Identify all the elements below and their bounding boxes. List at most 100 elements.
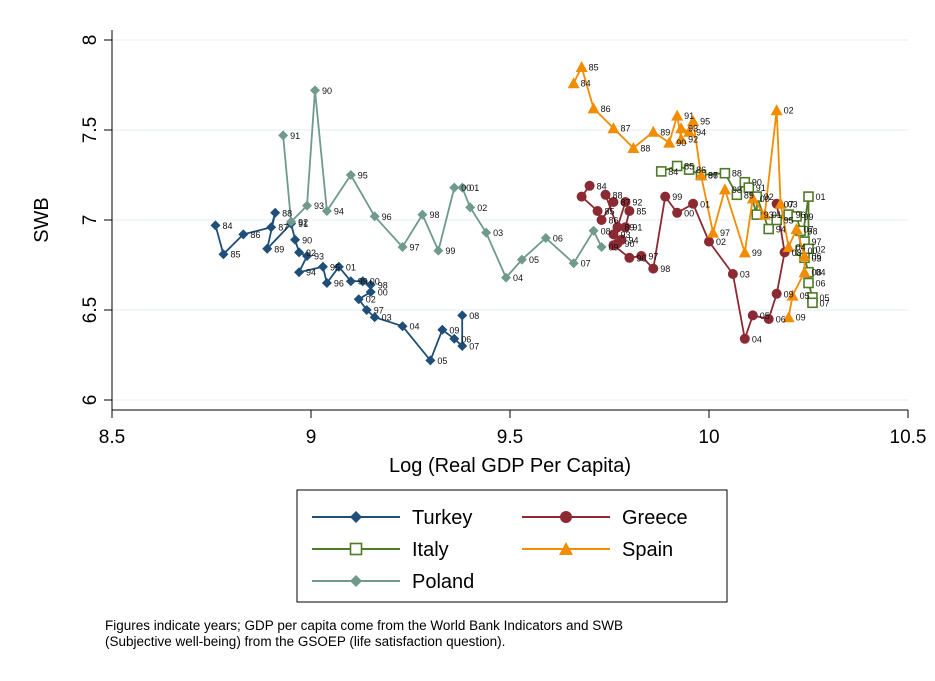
point-label-greece-17: 99	[672, 192, 682, 202]
series-line-greece	[580, 185, 786, 340]
legend-label-turkey: Turkey	[412, 507, 472, 529]
point-label-italy-11: 95	[784, 216, 794, 226]
point-greece-16	[648, 263, 659, 274]
point-label-italy-12: 96	[796, 210, 806, 220]
point-label-turkey-16: 98	[378, 280, 388, 290]
point-label-turkey-1: 85	[230, 250, 240, 260]
point-label-italy-7: 91	[756, 183, 766, 193]
point-spain-10	[683, 125, 696, 137]
point-label-spain-14: 98	[732, 185, 742, 195]
point-poland-7	[397, 242, 408, 252]
series-spain	[567, 61, 811, 323]
point-spain-22	[798, 250, 811, 261]
point-poland-19	[596, 242, 607, 252]
y-tick-label-6.5: 6.5	[80, 297, 101, 323]
point-italy-1	[671, 160, 683, 172]
point-label-spain-13: 97	[720, 228, 730, 238]
point-greece-25	[771, 288, 782, 299]
point-label-turkey-8: 92	[306, 248, 316, 258]
series-layer	[210, 61, 818, 366]
point-poland-10	[449, 182, 460, 193]
point-spain-21	[790, 223, 803, 234]
point-turkey-19	[361, 305, 372, 315]
point-label-greece-16: 98	[660, 264, 670, 274]
point-italy-7	[743, 182, 755, 193]
point-poland-8	[417, 209, 428, 220]
x-axis-title: Log (Real GDP Per Capita)	[389, 455, 631, 477]
point-turkey-1	[218, 249, 229, 260]
point-greece-20	[704, 236, 714, 247]
point-label-turkey-18: 02	[366, 295, 376, 305]
point-label-poland-6: 96	[382, 212, 392, 222]
point-poland-11	[457, 182, 468, 193]
point-spain-2	[587, 102, 600, 114]
point-turkey-26	[457, 310, 468, 321]
point-italy-17	[803, 191, 814, 202]
point-label-italy-10: 94	[776, 225, 786, 235]
point-spain-1	[575, 61, 588, 72]
point-label-greece-9: 91	[632, 223, 642, 233]
point-label-italy-16: 00	[808, 246, 818, 256]
point-turkey-16	[365, 279, 376, 290]
legend-label-greece: Greece	[622, 507, 688, 529]
point-label-greece-19: 01	[700, 199, 710, 209]
y-axis-title: SWB	[31, 197, 53, 243]
point-label-italy-17: 01	[816, 192, 826, 202]
point-label-greece-2: 85	[605, 207, 615, 217]
point-label-italy-20: 04	[816, 268, 826, 278]
point-turkey-7	[290, 234, 301, 245]
point-poland-12	[465, 202, 476, 213]
point-label-turkey-13: 01	[346, 262, 356, 272]
point-italy-5	[731, 189, 743, 201]
point-greece-18	[672, 207, 683, 218]
point-italy-11	[771, 214, 782, 226]
point-label-italy-23: 07	[819, 298, 829, 308]
point-label-poland-18: 08	[601, 226, 611, 236]
series-greece	[576, 180, 790, 344]
point-label-spain-8: 92	[688, 135, 698, 145]
point-label-greece-0: 84	[597, 181, 607, 191]
point-greece-1	[576, 191, 587, 202]
point-label-turkey-26: 08	[469, 311, 479, 321]
y-tick-label-6: 6	[80, 395, 101, 406]
point-label-spain-24: 05	[800, 291, 810, 301]
point-label-poland-19: 09	[609, 243, 619, 253]
point-label-spain-7: 91	[684, 111, 694, 121]
point-turkey-9	[302, 251, 313, 261]
point-turkey-3	[266, 222, 277, 233]
point-label-turkey-23: 09	[449, 325, 459, 335]
point-label-poland-0: 91	[290, 131, 300, 141]
point-poland-3	[309, 85, 320, 96]
point-italy-8	[751, 209, 763, 220]
point-spain-20	[782, 241, 795, 252]
point-label-italy-8: 93	[764, 210, 774, 220]
point-greece-23	[747, 310, 758, 321]
point-turkey-0	[210, 220, 221, 231]
point-label-turkey-17: 00	[378, 288, 388, 298]
point-greece-21	[727, 269, 738, 279]
point-label-italy-21: 06	[816, 279, 826, 289]
point-spain-17	[758, 208, 771, 220]
point-turkey-14	[345, 276, 356, 287]
figure-note-line-1: Figures indicate years; GDP per capita c…	[105, 618, 623, 633]
series-poland	[278, 85, 607, 283]
point-label-poland-17: 07	[581, 259, 591, 269]
point-label-spain-16: 00	[760, 194, 770, 204]
legend: Turkey Greece Italy Spain Poland	[296, 489, 728, 603]
point-label-spain-11: 95	[700, 117, 710, 127]
point-label-spain-17: 01	[772, 210, 782, 220]
legend-marker-italy	[349, 542, 363, 556]
legend-marker-turkey	[350, 511, 362, 523]
point-label-turkey-6: 91	[298, 219, 308, 229]
point-spain-15	[738, 246, 751, 258]
legend-marker-spain	[559, 542, 573, 555]
point-poland-6	[369, 211, 380, 222]
point-label-poland-13: 03	[493, 228, 503, 238]
point-greece-5	[600, 189, 611, 200]
legend-box	[296, 489, 728, 603]
point-italy-2	[683, 164, 695, 175]
point-label-italy-2: 86	[696, 165, 706, 175]
legend-marker-poland	[350, 575, 362, 587]
